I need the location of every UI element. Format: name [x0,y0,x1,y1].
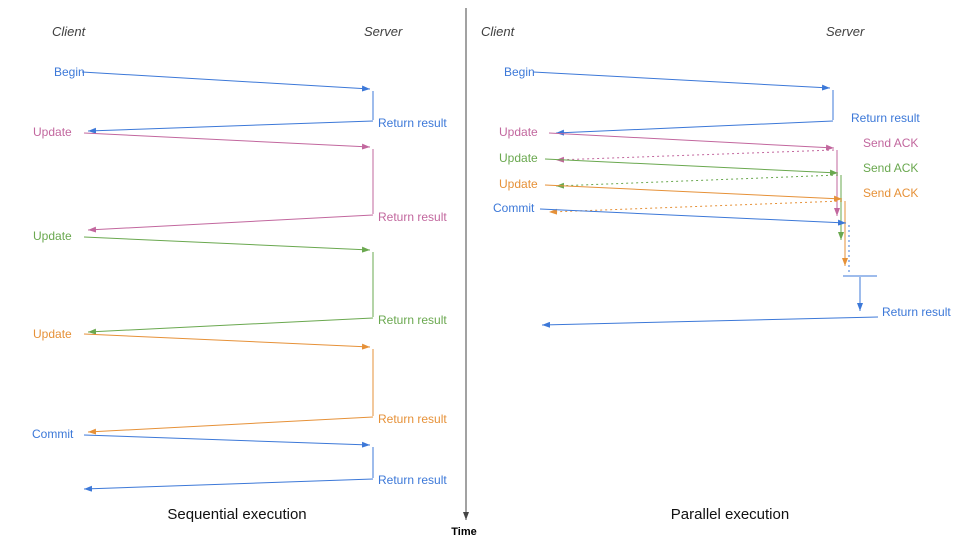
seq-commit-return-label: Return result [378,473,447,487]
par-begin-label: Begin [504,65,535,79]
seq-begin-call-arrow [81,71,371,92]
seq-server-heading: Server [364,24,403,39]
par-update1-ack-arrow [555,149,835,163]
seq-begin-return-label: Return result [378,116,447,130]
seq-update3-return-arrow [87,416,374,435]
seq-update2-return-label: Return result [378,313,447,327]
par-update3-ack-label: Send ACK [863,186,918,200]
seq-commit-return-arrow [83,478,374,492]
seq-update1-label: Update [33,125,72,139]
par-caption: Parallel execution [671,506,789,523]
par-final-return-label: Return result [882,305,951,319]
par-client-heading: Client [481,24,516,39]
par-server-heading: Server [826,24,865,39]
par-begin-return-arrow [555,120,834,136]
sequential-diagram: Client Server Begin Return result Update… [32,24,447,523]
par-final-return-arrow [541,316,879,328]
time-label: Time [451,526,476,538]
par-update1-ack-label: Send ACK [863,136,918,150]
seq-begin-return-arrow [87,120,374,134]
par-update3-label: Update [499,177,538,191]
seq-update3-label: Update [33,327,72,341]
par-update2-ack-label: Send ACK [863,161,918,175]
seq-caption: Sequential execution [167,506,306,523]
par-update2-call-arrow [544,158,839,176]
par-commit-label: Commit [493,201,535,215]
par-update2-ack-arrow [555,174,839,189]
seq-update2-return-arrow [87,317,374,335]
seq-commit-call-arrow [83,434,371,448]
seq-update3-return-label: Return result [378,412,447,426]
par-update2-label: Update [499,151,538,165]
seq-commit-label: Commit [32,427,74,441]
par-begin-return-label: Return result [851,111,920,125]
par-begin-call-arrow [532,71,831,91]
seq-update1-call-arrow [83,132,371,150]
par-commit-call-arrow [539,208,847,226]
par-update1-label: Update [499,125,538,139]
seq-update2-call-arrow [83,236,371,253]
seq-begin-label: Begin [54,65,85,79]
seq-client-heading: Client [52,24,87,39]
seq-update1-return-arrow [87,214,374,233]
time-axis: Time [451,8,477,538]
seq-update3-call-arrow [83,333,371,350]
seq-update1-return-label: Return result [378,210,447,224]
par-update3-ack-arrow [548,200,843,215]
seq-update2-label: Update [33,229,72,243]
par-update1-call-arrow [548,132,835,151]
par-update3-call-arrow [544,184,843,202]
parallel-diagram: Client Server Begin Return result Update… [481,24,951,523]
